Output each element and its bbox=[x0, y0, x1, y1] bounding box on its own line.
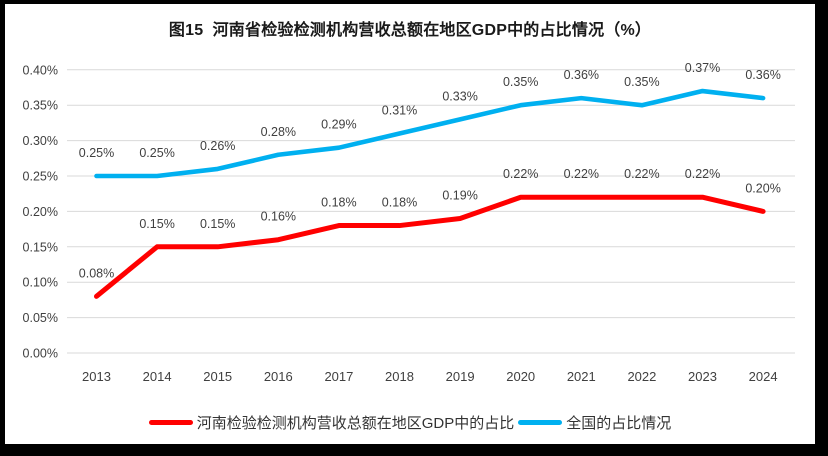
chart-legend: 河南检验检测机构营收总额在地区GDP中的占比 全国的占比情况 bbox=[5, 412, 815, 433]
legend-label-henan: 河南检验检测机构营收总额在地区GDP中的占比 bbox=[196, 415, 515, 432]
x-axis-tick-label: 2017 bbox=[324, 369, 353, 384]
chart-title: 图15 河南省检验检测机构营收总额在地区GDP中的占比情况（%） bbox=[168, 22, 652, 39]
series-line-henan bbox=[94, 194, 766, 299]
series-line-national bbox=[94, 88, 766, 179]
data-label: 0.25% bbox=[79, 146, 114, 160]
y-axis-tick-label: 0.15% bbox=[23, 240, 58, 254]
data-label: 0.19% bbox=[442, 188, 477, 202]
data-label: 0.22% bbox=[564, 167, 599, 181]
data-label: 0.15% bbox=[139, 217, 174, 231]
data-label: 0.33% bbox=[442, 89, 477, 103]
y-axis-tick-label: 0.40% bbox=[23, 63, 58, 77]
legend-swatch-national bbox=[518, 420, 563, 425]
data-label: 0.20% bbox=[745, 181, 780, 195]
x-axis-tick-label: 2024 bbox=[749, 369, 778, 384]
data-label: 0.22% bbox=[685, 167, 720, 181]
data-label: 0.35% bbox=[503, 75, 538, 89]
x-axis-tick-label: 2021 bbox=[567, 369, 596, 384]
data-label: 0.16% bbox=[261, 210, 296, 224]
y-axis-tick-label: 0.25% bbox=[23, 170, 58, 184]
x-axis-tick-label: 2013 bbox=[82, 369, 111, 384]
x-axis-tick-label: 2014 bbox=[143, 369, 172, 384]
data-label: 0.25% bbox=[139, 146, 174, 160]
data-label: 0.15% bbox=[200, 217, 235, 231]
data-label: 0.18% bbox=[382, 196, 417, 210]
y-axis-tick-label: 0.20% bbox=[23, 205, 58, 219]
x-axis-tick-label: 2019 bbox=[446, 369, 475, 384]
y-axis-tick-label: 0.30% bbox=[23, 134, 58, 148]
x-axis-tick-label: 2016 bbox=[264, 369, 293, 384]
data-label: 0.31% bbox=[382, 104, 417, 118]
data-label: 0.36% bbox=[564, 68, 599, 82]
data-label: 0.36% bbox=[745, 68, 780, 82]
x-axis-tick-label: 2015 bbox=[203, 369, 232, 384]
legend-item-henan: 河南检验检测机构营收总额在地区GDP中的占比 bbox=[148, 412, 515, 433]
data-label: 0.35% bbox=[624, 75, 659, 89]
line-chart: 0.00% 0.05% 0.10% 0.15% 0.20% 0.25% 0.30% 0.35%… bbox=[23, 61, 795, 384]
data-label: 0.22% bbox=[503, 167, 538, 181]
data-label: 0.22% bbox=[624, 167, 659, 181]
legend-swatch-henan bbox=[148, 420, 193, 425]
legend-label-national: 全国的占比情况 bbox=[566, 415, 672, 432]
x-axis-tick-label: 2020 bbox=[506, 369, 535, 384]
y-axis-tick-label: 0.00% bbox=[23, 347, 58, 361]
x-axis-tick-label: 2018 bbox=[385, 369, 414, 384]
data-label: 0.26% bbox=[200, 139, 235, 153]
data-label: 0.29% bbox=[321, 118, 356, 132]
legend-item-national: 全国的占比情况 bbox=[518, 412, 671, 433]
y-axis-tick-label: 0.05% bbox=[23, 311, 58, 325]
y-axis-tick-label: 0.35% bbox=[23, 99, 58, 113]
data-label: 0.28% bbox=[261, 125, 296, 139]
x-axis-tick-label: 2023 bbox=[688, 369, 717, 384]
data-label: 0.37% bbox=[685, 61, 720, 75]
data-label: 0.08% bbox=[79, 266, 114, 280]
chart-area: 图15 河南省检验检测机构营收总额在地区GDP中的占比情况（%） 0.00% 0.… bbox=[5, 4, 815, 444]
y-axis-tick-label: 0.10% bbox=[23, 276, 58, 290]
data-label: 0.18% bbox=[321, 196, 356, 210]
x-axis-tick-label: 2022 bbox=[627, 369, 656, 384]
